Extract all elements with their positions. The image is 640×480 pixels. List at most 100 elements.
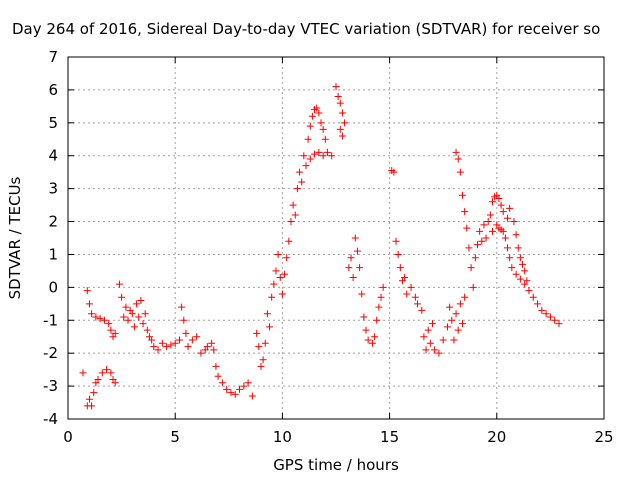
data-point — [128, 310, 136, 318]
data-point — [353, 247, 361, 255]
y-tick-label: 7 — [48, 48, 58, 66]
data-point — [158, 339, 166, 347]
data-point — [281, 270, 289, 278]
data-point — [178, 303, 186, 311]
data-point — [506, 204, 514, 212]
data-point — [85, 300, 93, 308]
data-point — [351, 234, 359, 242]
data-point — [523, 277, 531, 285]
data-point — [135, 313, 143, 321]
data-point — [456, 300, 464, 308]
data-point — [296, 168, 304, 176]
data-point — [435, 349, 443, 357]
data-point — [236, 385, 244, 393]
x-tick-label: 0 — [63, 428, 73, 446]
data-point — [141, 310, 149, 318]
data-point — [203, 343, 211, 351]
y-tick-label: 3 — [48, 180, 58, 198]
data-point — [107, 326, 115, 334]
data-point — [482, 234, 490, 242]
data-point — [214, 372, 222, 380]
data-point — [551, 316, 559, 324]
y-tick-label: 5 — [48, 114, 58, 132]
data-point — [240, 382, 248, 390]
y-tick-label: -3 — [43, 377, 58, 395]
data-point — [379, 283, 387, 291]
x-tick-label: 15 — [380, 428, 399, 446]
data-point — [516, 275, 524, 283]
data-point — [319, 125, 327, 133]
data-point — [304, 135, 312, 143]
data-point — [439, 336, 447, 344]
data-point — [469, 283, 477, 291]
data-point — [454, 326, 462, 334]
data-point — [519, 260, 527, 268]
data-point — [506, 254, 514, 262]
x-tick-label: 25 — [594, 428, 613, 446]
data-point — [420, 333, 428, 341]
data-point — [514, 244, 522, 252]
data-point — [184, 343, 192, 351]
data-point — [103, 366, 111, 374]
data-point — [90, 389, 98, 397]
data-point — [248, 392, 256, 400]
data-point — [368, 339, 376, 347]
grid — [68, 57, 604, 419]
data-point — [210, 346, 218, 354]
y-tick-label: 2 — [48, 213, 58, 231]
data-point — [510, 218, 518, 226]
data-point — [504, 214, 512, 222]
data-point — [461, 208, 469, 216]
data-point — [512, 270, 520, 278]
data-point — [175, 336, 183, 344]
data-point — [96, 315, 104, 323]
data-point — [148, 336, 156, 344]
data-point — [306, 155, 314, 163]
data-point — [266, 323, 274, 331]
data-point — [411, 293, 419, 301]
data-point — [489, 227, 497, 235]
data-point — [124, 316, 132, 324]
data-point — [428, 320, 436, 328]
data-point — [167, 341, 175, 349]
data-point — [377, 293, 385, 301]
data-point — [489, 198, 497, 206]
data-point — [375, 303, 383, 311]
data-point — [452, 148, 460, 156]
data-point — [542, 310, 550, 318]
data-point — [521, 267, 529, 275]
data-point — [291, 211, 299, 219]
data-point — [253, 329, 261, 337]
data-point — [525, 287, 533, 295]
data-point — [392, 237, 400, 245]
data-point — [274, 250, 282, 258]
data-point — [546, 313, 554, 321]
data-point — [180, 316, 188, 324]
data-point — [471, 254, 479, 262]
data-point — [163, 343, 171, 351]
data-point — [289, 201, 297, 209]
data-point — [143, 326, 151, 334]
data-point — [446, 303, 454, 311]
data-point — [323, 148, 331, 156]
data-point — [458, 191, 466, 199]
data-point — [373, 316, 381, 324]
data-point — [120, 313, 128, 321]
data-point — [283, 254, 291, 262]
data-point — [270, 280, 278, 288]
data-point — [115, 280, 123, 288]
data-point — [463, 224, 471, 232]
data-point — [450, 336, 458, 344]
data-point — [321, 135, 329, 143]
data-point — [401, 273, 409, 281]
data-point — [227, 389, 235, 397]
data-point — [244, 379, 252, 387]
data-point — [287, 218, 295, 226]
data-point — [452, 310, 460, 318]
data-point — [300, 152, 308, 160]
y-tick-label: -4 — [43, 410, 58, 428]
data-point — [454, 155, 462, 163]
data-point — [443, 323, 451, 331]
data-point — [306, 122, 314, 130]
x-tick-label: 10 — [273, 428, 292, 446]
